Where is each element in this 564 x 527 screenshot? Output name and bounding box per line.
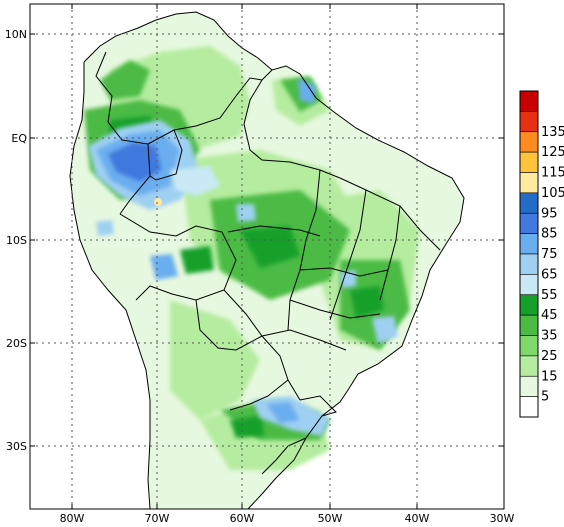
lon-label: 70W (145, 512, 170, 525)
lon-label: 40W (405, 512, 430, 525)
colorbar-label: 45 (541, 308, 558, 323)
colorbar-label: 65 (541, 267, 558, 282)
colorbar-swatch (519, 375, 539, 397)
colorbar-label: 115 (541, 166, 564, 181)
colorbar-label: 105 (541, 186, 564, 201)
colorbar-label: 85 (541, 227, 558, 242)
tick-marks (30, 4, 504, 509)
colorbar-label: 15 (541, 369, 558, 384)
colorbar-swatch (519, 294, 539, 316)
colorbar-swatch (519, 212, 539, 234)
colorbar-swatch (519, 355, 539, 377)
colorbar-label: 95 (541, 206, 558, 221)
lat-label: 30S (6, 440, 27, 453)
colorbar-swatch (519, 274, 539, 296)
colorbar-label: 35 (541, 329, 558, 344)
lat-label: EQ (11, 132, 27, 145)
lon-label: 80W (60, 512, 85, 525)
rain-field-105 (154, 198, 162, 206)
colorbar-swatch (519, 233, 539, 255)
colorbar-label: 55 (541, 288, 558, 303)
colorbar-swatch (519, 192, 539, 214)
colorbar-swatch (519, 131, 539, 153)
country-borders (69, 11, 465, 509)
colorbar-swatch (519, 253, 539, 275)
lat-label: 20S (6, 337, 27, 350)
colorbar-swatch (519, 396, 539, 418)
colorbar-label: 75 (541, 247, 558, 262)
lon-label: 30W (490, 512, 515, 525)
graticule (30, 4, 504, 509)
colorbar-label: 5 (541, 390, 549, 405)
colorbar-swatch (519, 111, 539, 133)
colorbar: 5 15 25 35 45 55 65 75 85 95 105 115 125 135 (519, 90, 564, 418)
lat-label: 10N (5, 28, 27, 41)
colorbar-swatch (519, 314, 539, 336)
lon-label: 60W (230, 512, 255, 525)
colorbar-swatch (519, 151, 539, 173)
lon-label: 50W (318, 512, 343, 525)
colorbar-swatch (519, 90, 539, 112)
colorbar-frame (519, 90, 539, 418)
plot-frame (29, 3, 505, 510)
lat-label: 10S (6, 234, 27, 247)
colorbar-label: 25 (541, 349, 558, 364)
colorbar-label: 135 (541, 125, 564, 140)
colorbar-label: 125 (541, 145, 564, 160)
colorbar-swatch (519, 335, 539, 357)
colorbar-swatch (519, 172, 539, 194)
